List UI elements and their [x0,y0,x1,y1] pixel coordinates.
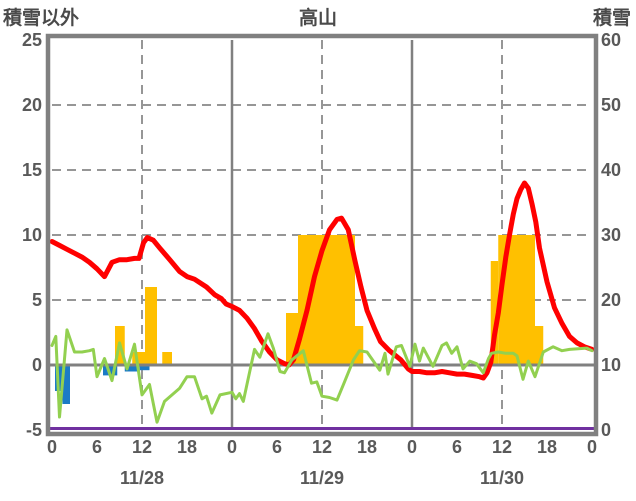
orange-precip-bar [355,326,364,365]
left-tick-label: 15 [21,160,42,180]
right-tick-label: 20 [601,290,622,310]
hour-tick-label: 0 [226,437,237,457]
orange-precip-bar [490,261,499,365]
right-axis-title: 積雪 [592,8,631,29]
orange-precip-bar [145,287,157,365]
hour-tick-label: 0 [46,437,57,457]
hour-tick-label: 0 [406,437,417,457]
blue-bar [62,365,70,404]
hour-tick-label: 18 [356,437,378,457]
orange-precip-bar [162,352,172,365]
right-tick-label: 30 [601,225,622,245]
blue-bar [103,365,118,376]
blue-bar [124,365,140,372]
date-label: 11/29 [299,468,345,488]
left-tick-label: 20 [21,95,42,115]
left-tick-label: 10 [21,225,42,245]
left-tick-label: 25 [21,30,42,50]
plot-frame [45,33,599,437]
left-tick-label: -5 [25,420,42,440]
blue-bar [139,365,150,371]
red-line-series [49,180,595,381]
left-tick-label: 5 [31,290,42,310]
hour-tick-label: 6 [271,437,282,457]
right-tick-label: 0 [601,420,612,440]
date-label: 11/28 [119,468,165,488]
orange-precip-bar [298,235,355,365]
hour-tick-label: 12 [131,437,153,457]
hour-tick-label: 12 [491,437,513,457]
hour-tick-label: 6 [91,437,102,457]
date-label: 11/30 [479,468,525,488]
hour-tick-label: 6 [451,437,462,457]
chart-title: 高山 [298,8,337,29]
hour-tick-label: 0 [586,437,597,457]
right-tick-label: 60 [601,30,622,50]
hour-tick-label: 18 [176,437,198,457]
hour-tick-label: 12 [311,437,333,457]
orange-precip-bar [535,326,544,365]
right-tick-label: 10 [601,355,622,375]
right-tick-label: 40 [601,160,622,180]
green-line-series [50,328,594,424]
right-tick-label: 50 [601,95,622,115]
left-tick-label: 0 [31,355,42,375]
hour-tick-label: 18 [536,437,558,457]
left-axis-title: 積雪以外 [3,8,80,29]
